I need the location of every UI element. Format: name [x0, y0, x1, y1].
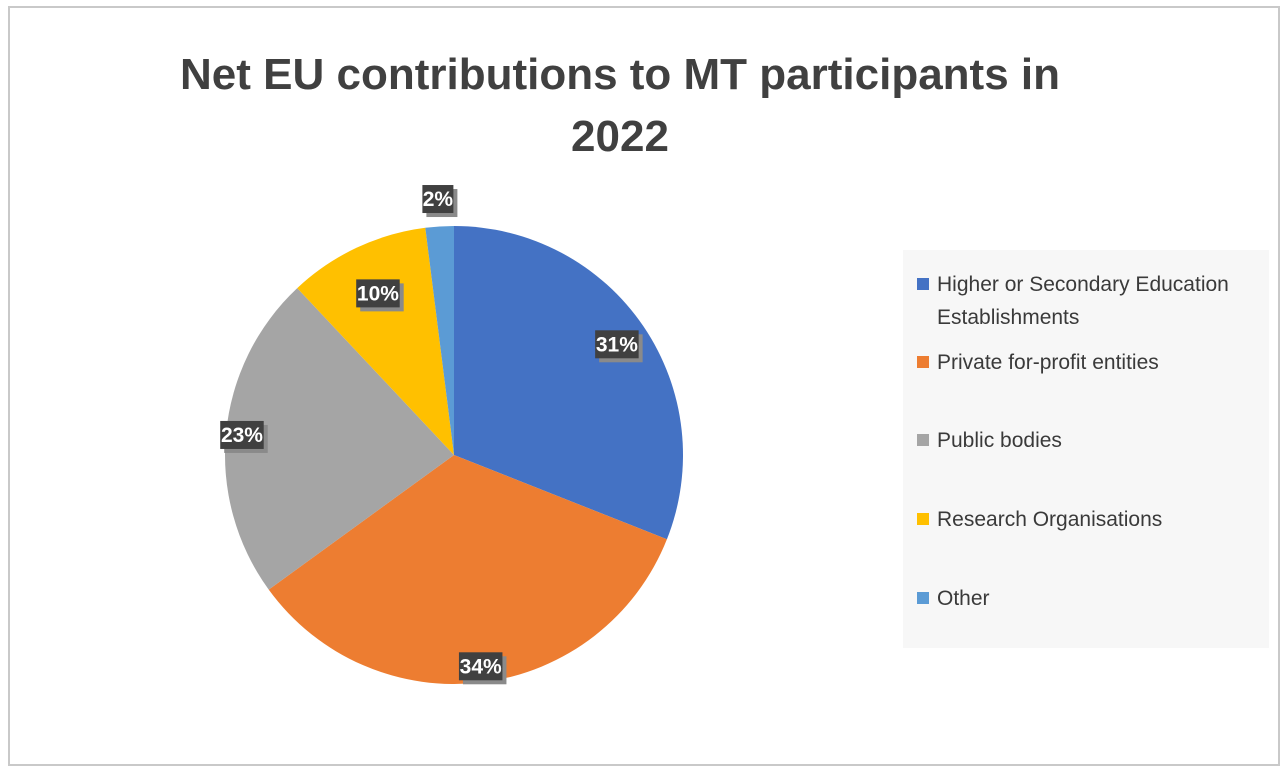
data-label-public-bodies: 23%	[220, 420, 268, 453]
legend-swatch	[917, 434, 929, 446]
legend-label: Research Organisations	[937, 508, 1163, 531]
data-label-text: 2%	[423, 188, 454, 211]
data-label-text: 31%	[596, 333, 638, 356]
slice-public-bodies	[224, 288, 454, 590]
legend-label: Higher or Secondary Education Establishm…	[937, 273, 1229, 329]
data-label-box	[595, 330, 639, 359]
legend-label: Private for-profit entities	[937, 351, 1159, 374]
slice-research-organisations	[297, 227, 454, 455]
legend-label: Other	[937, 587, 990, 610]
data-label-text: 10%	[357, 282, 399, 305]
data-label-research-organisations: 10%	[356, 279, 404, 312]
pie-chart: 31% 34% 23% 10% 2%	[220, 185, 684, 685]
data-label-box	[458, 652, 503, 681]
legend-label: Public bodies	[937, 429, 1062, 452]
chart-title: Net EU contributions to MT participants …	[180, 50, 1060, 161]
slice-other	[425, 226, 454, 455]
legend: Higher or Secondary Education Establishm…	[903, 250, 1269, 648]
legend-item-higher-education: Higher or Secondary Education Establishm…	[917, 268, 1267, 334]
data-label-text: 34%	[460, 655, 502, 678]
legend-swatch	[917, 356, 929, 368]
legend-item-research-organisations: Research Organisations	[917, 503, 1267, 536]
data-label-other: 2%	[422, 185, 458, 218]
slice-private-for-profit	[268, 455, 667, 684]
legend-item-other: Other	[917, 582, 1267, 615]
legend-swatch	[917, 513, 929, 525]
legend-item-private-for-profit: Private for-profit entities	[917, 346, 1267, 379]
data-label-higher-education: 31%	[595, 330, 643, 363]
data-label-box	[220, 420, 264, 449]
data-label-text: 23%	[221, 424, 263, 447]
data-label-box	[422, 185, 454, 214]
data-label-private-for-profit: 34%	[458, 652, 507, 685]
legend-item-public-bodies: Public bodies	[917, 424, 1267, 457]
legend-swatch	[917, 278, 929, 290]
slice-higher-education	[454, 226, 684, 540]
legend-swatch	[917, 592, 929, 604]
data-label-box	[356, 279, 400, 308]
